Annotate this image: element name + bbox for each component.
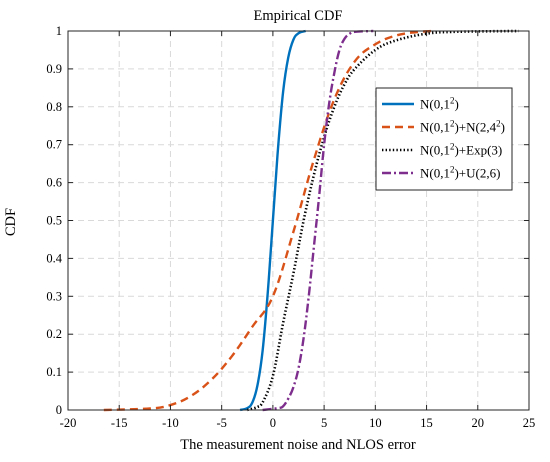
y-tick-label: 0 — [56, 403, 62, 417]
y-tick-label: 0.5 — [46, 214, 62, 228]
x-tick-label: 15 — [420, 416, 433, 430]
legend-text-part: N(0,1 — [420, 143, 450, 158]
legend-label-1: N(0,12) — [420, 96, 459, 112]
x-tick-label: 0 — [270, 416, 276, 430]
chart-title: Empirical CDF — [253, 8, 342, 24]
x-axis-label: The measurement noise and NLOS error — [180, 437, 416, 453]
y-tick-label: 0.2 — [46, 327, 62, 341]
series-line-1 — [239, 29, 307, 412]
y-tick-label: 0.7 — [46, 138, 62, 152]
legend-text-part: ) — [501, 120, 505, 135]
x-tick-label: 25 — [523, 416, 536, 430]
series-line-4 — [262, 29, 374, 412]
y-tick-label: 0.8 — [46, 100, 62, 114]
legend-text-part: ) — [454, 97, 458, 112]
legend-text-part: )+U(2,6) — [454, 166, 500, 181]
legend: N(0,12)N(0,12)+N(2,42)N(0,12)+Exp(3)N(0,… — [375, 87, 513, 191]
x-tick-label: 5 — [321, 416, 327, 430]
x-tick-label: 10 — [369, 416, 382, 430]
y-tick-label: 0.1 — [46, 365, 62, 379]
y-axis-label: CDF — [3, 208, 19, 236]
legend-text-part: N(0,1 — [420, 120, 450, 135]
legend-text-part: )+N(2,4 — [454, 120, 496, 135]
legend-superscript: 2 — [450, 96, 455, 106]
legend-superscript: 2 — [450, 142, 455, 152]
legend-label-4: N(0,12)+U(2,6) — [420, 165, 500, 181]
x-tick-label: 20 — [472, 416, 485, 430]
y-tick-label: 1 — [56, 24, 62, 38]
legend-text-part: N(0,1 — [420, 166, 450, 181]
y-tick-label: 0.9 — [46, 62, 62, 76]
x-tick-label: -20 — [60, 416, 77, 430]
legend-text-part: N(0,1 — [420, 97, 450, 112]
y-tick-label: 0.4 — [46, 251, 62, 265]
x-tick-label: -5 — [216, 416, 226, 430]
y-tick-label: 0.6 — [46, 176, 62, 190]
series-line-2 — [103, 29, 432, 412]
x-tick-label: -15 — [111, 416, 128, 430]
legend-superscript: 2 — [450, 165, 455, 175]
legend-label-3: N(0,12)+Exp(3) — [420, 142, 502, 158]
series-line-3 — [246, 29, 519, 412]
series-lines — [103, 29, 519, 412]
legend-text-part: )+Exp(3) — [454, 143, 502, 158]
y-tick-label: 0.3 — [46, 289, 62, 303]
legend-superscript: 2 — [450, 119, 455, 129]
legend-label-2: N(0,12)+N(2,42) — [420, 119, 505, 135]
legend-superscript: 2 — [496, 119, 501, 129]
axis-ticks: -20 -15 -10 -5 0 5 10 15 20 25 0 0.1 0.2 0.3 0.4 0.5 0.6… — [46, 24, 535, 430]
x-tick-label: -10 — [162, 416, 179, 430]
